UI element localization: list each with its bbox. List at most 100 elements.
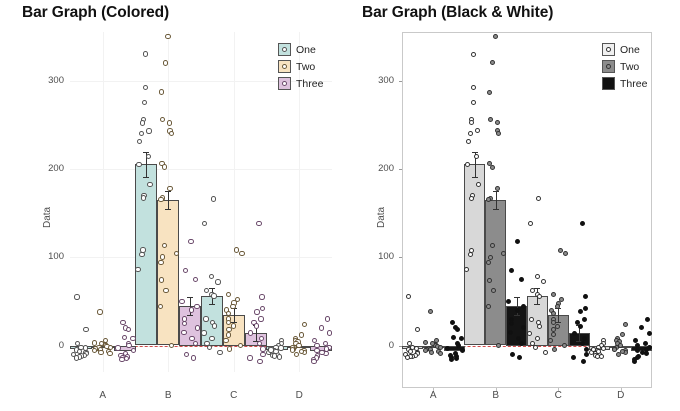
- data-point: [542, 350, 548, 356]
- legend-item-three[interactable]: Three: [602, 75, 647, 92]
- legend-item-one[interactable]: One: [278, 41, 323, 58]
- data-point: [234, 296, 241, 303]
- data-point: [521, 325, 527, 331]
- y-tick-mark: [399, 168, 402, 170]
- data-point: [278, 345, 284, 351]
- data-point: [580, 341, 586, 347]
- data-point: [147, 182, 153, 188]
- data-point: [190, 355, 196, 361]
- data-point: [489, 243, 495, 249]
- data-point: [188, 238, 194, 244]
- data-point: [168, 342, 175, 349]
- error-bar: [168, 190, 170, 209]
- legend-item-three[interactable]: Three: [278, 75, 323, 92]
- y-tick-label: 0: [388, 339, 394, 351]
- legend-marker-icon: [606, 47, 611, 52]
- data-point: [225, 291, 232, 297]
- data-point: [158, 89, 164, 95]
- data-point: [276, 354, 283, 360]
- data-point: [532, 344, 538, 350]
- error-bar-cap: [513, 314, 520, 316]
- data-point: [168, 130, 175, 137]
- error-bar-cap: [492, 190, 499, 192]
- data-point: [470, 100, 476, 106]
- data-point: [453, 356, 459, 362]
- data-point: [115, 345, 121, 351]
- x-tick-label: A: [99, 390, 107, 401]
- data-point: [449, 320, 455, 326]
- data-point: [519, 276, 525, 282]
- data-point: [562, 343, 568, 348]
- data-point: [489, 164, 495, 170]
- data-point: [429, 341, 435, 347]
- legend-blackwhite[interactable]: One Two Three: [602, 41, 647, 92]
- data-point: [139, 120, 146, 126]
- data-point: [406, 294, 412, 300]
- x-gridline: [299, 32, 301, 372]
- data-point: [506, 298, 512, 304]
- data-point: [319, 349, 325, 356]
- x-tick-label: B: [492, 390, 500, 401]
- panel-title-colored: Bar Graph (Colored): [22, 4, 170, 21]
- data-point: [402, 351, 408, 357]
- data-point: [120, 319, 126, 326]
- bar-B-Two[interactable]: [157, 199, 180, 346]
- data-point: [324, 316, 330, 322]
- error-bar-cap: [534, 304, 541, 305]
- data-point: [230, 303, 236, 310]
- legend-marker-icon: [606, 64, 611, 69]
- data-point: [162, 60, 168, 66]
- y-gridline: [70, 257, 332, 259]
- data-point: [259, 305, 266, 312]
- x-tick-label: D: [617, 390, 625, 401]
- data-point: [70, 351, 77, 358]
- data-point: [273, 348, 279, 355]
- legend-marker-icon: [282, 47, 287, 52]
- error-bar: [495, 190, 497, 209]
- data-point: [495, 185, 501, 191]
- data-point: [188, 307, 194, 313]
- y-tick-mark: [399, 80, 402, 82]
- error-bar-cap: [252, 341, 259, 343]
- data-point: [181, 329, 187, 335]
- data-point: [635, 348, 641, 354]
- data-point: [496, 131, 502, 137]
- legend-label: Two: [296, 60, 316, 73]
- data-point: [318, 325, 324, 331]
- data-point: [534, 335, 540, 341]
- data-point: [465, 161, 471, 167]
- data-point: [632, 337, 638, 343]
- data-point: [455, 343, 461, 348]
- data-point: [596, 349, 602, 355]
- data-point: [142, 84, 148, 91]
- data-point: [494, 120, 500, 126]
- data-point: [620, 332, 626, 338]
- error-bar-cap: [208, 304, 215, 305]
- legend-colored[interactable]: One Two Three: [278, 41, 323, 92]
- data-point: [577, 309, 583, 315]
- error-bar: [579, 325, 581, 342]
- data-point: [623, 321, 629, 327]
- data-point: [136, 138, 143, 145]
- data-point: [259, 294, 265, 300]
- data-point: [459, 348, 465, 354]
- data-point: [237, 342, 244, 349]
- data-point: [179, 298, 185, 305]
- data-point: [581, 316, 587, 322]
- legend-item-two[interactable]: Two: [602, 58, 647, 75]
- legend-item-one[interactable]: One: [602, 41, 647, 58]
- data-point: [158, 277, 164, 283]
- legend-item-two[interactable]: Two: [278, 58, 323, 75]
- bar-A-Three[interactable]: [443, 345, 465, 351]
- plot-area-colored: [69, 32, 333, 372]
- bar-B-Two[interactable]: [485, 199, 507, 346]
- data-point: [493, 33, 499, 39]
- data-point: [445, 345, 451, 351]
- error-bar: [146, 152, 148, 177]
- data-point: [486, 89, 492, 95]
- x-tick-label: D: [295, 390, 303, 401]
- data-point: [520, 304, 526, 310]
- panel-colored: Bar Graph (Colored) Data One Two Three 0 10…: [22, 4, 333, 401]
- data-point: [260, 346, 266, 352]
- data-point: [158, 197, 164, 203]
